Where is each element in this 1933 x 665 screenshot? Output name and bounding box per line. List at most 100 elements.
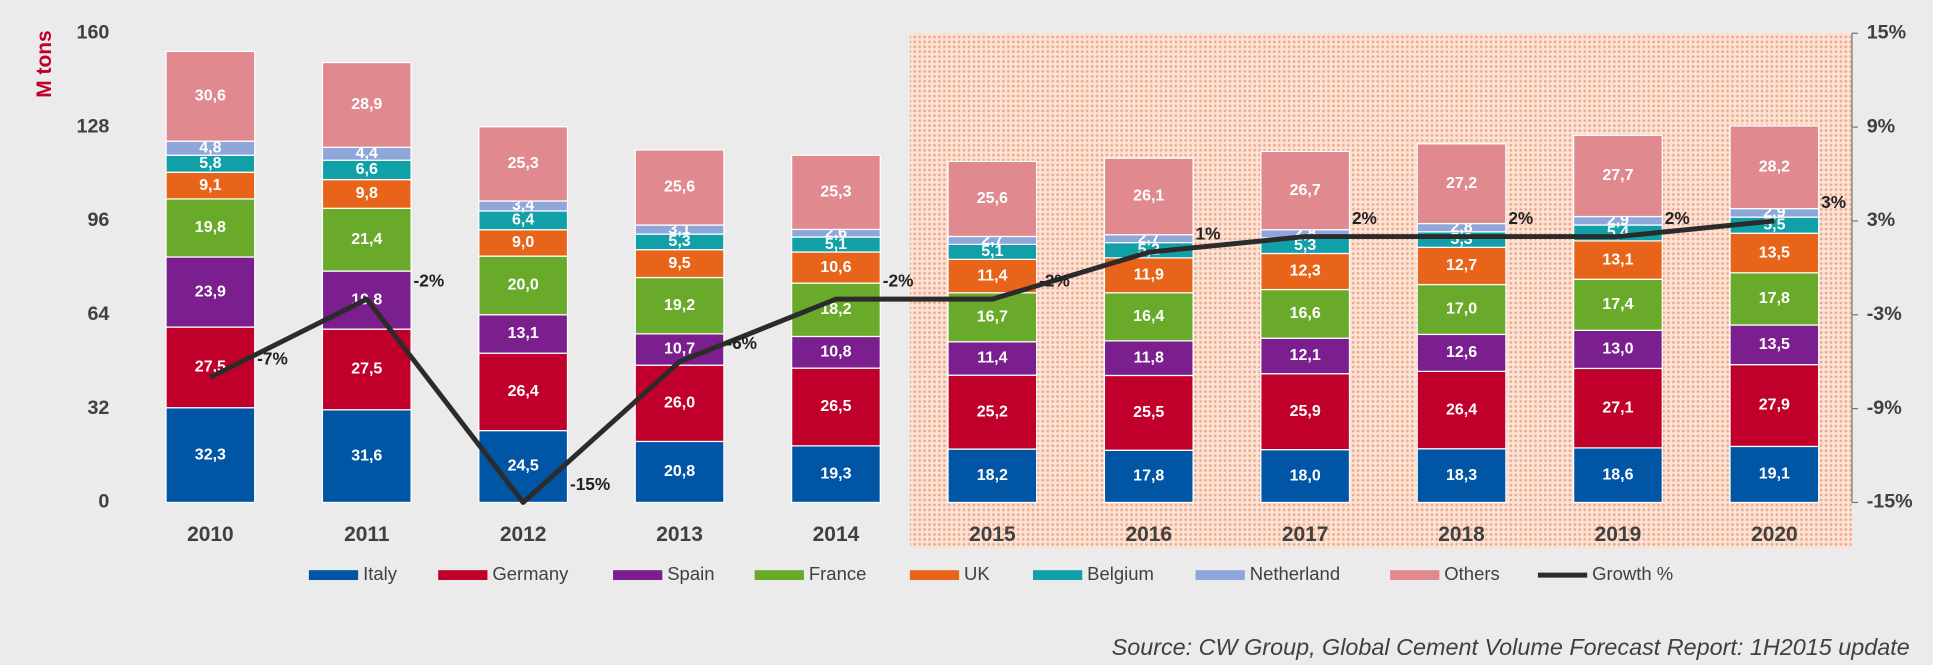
data-label: 26,4 [1446, 401, 1477, 418]
data-label: 5,1 [981, 243, 1003, 260]
data-label: 16,4 [1133, 308, 1164, 325]
bar-segment [1260, 288, 1351, 339]
data-label: 6,4 [512, 212, 534, 229]
bar-segment [1416, 283, 1507, 336]
data-label: 30,6 [195, 88, 226, 105]
data-label: 20,8 [664, 463, 695, 480]
legend-label: Germany [492, 563, 569, 584]
data-label: 11,4 [977, 267, 1007, 284]
bar-segment [321, 61, 412, 148]
legend-swatch [1195, 570, 1245, 581]
bar-segment [1260, 252, 1351, 291]
bar-segment [1103, 374, 1194, 451]
data-label: 6,6 [356, 161, 378, 178]
data-label: 32,3 [195, 446, 226, 463]
legend-swatch [308, 570, 359, 581]
y2-tick-label: 3% [1867, 209, 1895, 231]
legend-label: Spain [667, 563, 714, 584]
data-label: 16,7 [977, 308, 1008, 325]
data-label: 11,4 [977, 350, 1007, 367]
x-tick-label: 2019 [1595, 523, 1642, 546]
bar-segment [1416, 143, 1507, 225]
y2-tick-label: -3% [1867, 303, 1902, 325]
data-label: 4,8 [199, 139, 221, 156]
data-label: 12,7 [1446, 257, 1477, 274]
data-label: 17,8 [1133, 468, 1164, 485]
data-label: 27,5 [351, 361, 382, 378]
data-label: 5,3 [1294, 237, 1316, 254]
growth-label: -2% [1039, 270, 1070, 290]
data-label: 25,3 [820, 184, 851, 201]
x-tick-label: 2015 [969, 523, 1016, 546]
bar-segment [1729, 125, 1820, 210]
legend-swatch [754, 570, 804, 581]
data-label: 25,3 [508, 155, 539, 172]
data-label: 10,7 [664, 341, 695, 358]
bar-segment [791, 367, 881, 447]
legend-swatch [613, 570, 663, 581]
data-label: 10,6 [820, 259, 851, 276]
legend-swatch [1033, 570, 1083, 581]
data-label: 26,7 [1290, 182, 1321, 199]
data-label: 5,1 [825, 236, 847, 253]
bar-segment [947, 341, 1038, 376]
legend-label: Growth % [1592, 563, 1673, 584]
data-label: 19,8 [195, 219, 226, 236]
legend-label: Italy [363, 563, 398, 584]
data-label: 9,1 [199, 177, 221, 194]
data-label: 11,9 [1134, 267, 1164, 284]
x-tick-label: 2020 [1751, 523, 1798, 546]
y-tick-label: 96 [87, 209, 109, 231]
data-label: 13,0 [1602, 341, 1633, 358]
growth-label: -15% [570, 474, 610, 494]
bar-segment [634, 149, 725, 226]
bar-segment [947, 258, 1038, 294]
legend-label: Others [1444, 563, 1499, 584]
data-label: 28,9 [351, 96, 382, 113]
legend-label: France [809, 563, 866, 584]
bar-segment [478, 314, 569, 354]
bar-segment [1729, 272, 1820, 326]
data-label: 9,0 [512, 234, 534, 251]
bar-segment [321, 328, 412, 411]
growth-label: -2% [414, 270, 445, 290]
y-tick-label: 64 [87, 303, 109, 325]
data-label: 27,7 [1602, 167, 1633, 184]
data-label: 13,1 [1602, 251, 1633, 268]
bar-segment [1729, 445, 1820, 504]
data-label: 27,1 [1602, 399, 1633, 416]
growth-line [209, 218, 1775, 505]
data-label: 4,4 [356, 145, 378, 162]
legend-label: Netherland [1250, 563, 1340, 584]
data-label: 27,2 [1446, 175, 1477, 192]
data-label: 20,0 [508, 277, 539, 294]
data-label: 9,8 [356, 185, 378, 202]
bar-segment [634, 440, 725, 504]
data-label: 18,6 [1602, 466, 1633, 483]
data-label: 19,2 [664, 297, 695, 314]
bar-segment [1416, 333, 1507, 372]
data-label: 5,3 [668, 233, 690, 250]
bar-segment [1103, 292, 1194, 342]
data-label: 17,4 [1602, 296, 1633, 313]
data-label: 26,4 [508, 383, 539, 400]
data-label: 11,8 [1134, 349, 1164, 366]
bar-segment [634, 249, 725, 279]
x-tick-label: 2010 [187, 523, 234, 546]
growth-label: -2% [883, 270, 914, 290]
y2-tick-label: 15% [1867, 21, 1906, 43]
x-tick-label: 2016 [1125, 523, 1172, 546]
bar-segment [634, 364, 725, 443]
data-label: 21,4 [351, 231, 382, 248]
x-tick-label: 2017 [1282, 523, 1329, 546]
data-label: 18,3 [1446, 467, 1477, 484]
data-label: 26,1 [1133, 188, 1164, 205]
data-label: 28,2 [1759, 158, 1790, 175]
data-label: 12,3 [1290, 263, 1321, 280]
bar-segment [791, 154, 881, 231]
data-label: 9,5 [668, 255, 690, 272]
data-label: 25,6 [977, 190, 1008, 207]
data-label: 18,0 [1290, 467, 1321, 484]
data-label: 25,9 [1290, 403, 1321, 420]
